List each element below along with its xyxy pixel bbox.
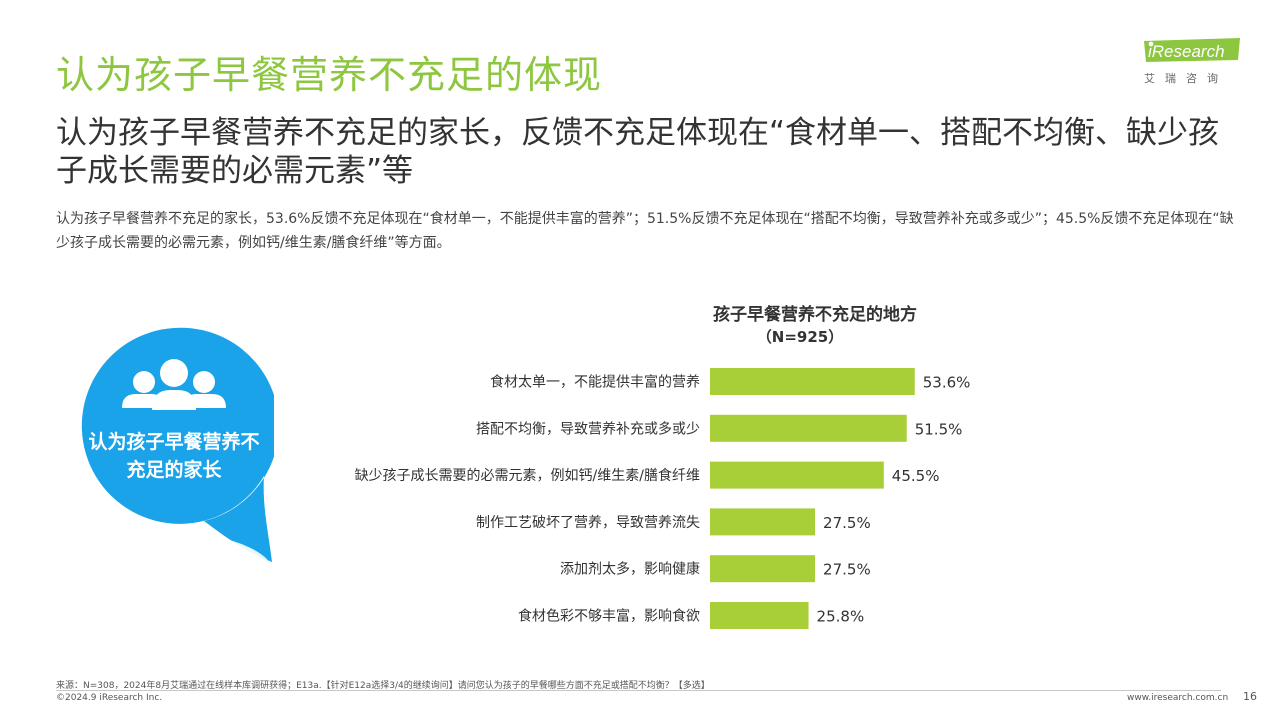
people-group-icon <box>122 359 226 410</box>
badge-label: 认为孩子早餐营养不充足的家长 <box>88 431 260 481</box>
footer-copyright: ©2024.9 iResearch Inc. <box>56 693 163 703</box>
category-label: 制作工艺破坏了营养，导致营养流失 <box>476 515 700 531</box>
parents-badge <box>81 327 274 562</box>
value-label: 51.5% <box>915 420 963 438</box>
value-label: 27.5% <box>823 514 871 532</box>
value-label: 25.8% <box>817 608 865 626</box>
category-label: 添加剂太多，影响健康 <box>560 561 700 578</box>
page-title: 认为孩子早餐营养不充足的体现 <box>56 53 603 97</box>
chart-title: 孩子早餐营养不充足的地方 <box>713 305 917 325</box>
bar <box>710 414 907 442</box>
subtitle: 认为孩子早餐营养不充足的家长，反馈不充足体现在“食材单一、搭配不均衡、缺少孩子成… <box>56 115 1220 189</box>
category-label: 食材太单一，不能提供丰富的营养 <box>490 374 700 391</box>
footer-source: 来源：N=308，2024年8月艾瑞通过在线样本库调研获得；E13a.【针对E1… <box>56 681 710 691</box>
logo-brand: iResearch <box>1148 42 1225 61</box>
category-label: 搭配不均衡，导致营养补充或多或少 <box>476 420 700 437</box>
description: 认为孩子早餐营养不充足的家长，53.6%反馈不充足体现在“食材单一，不能提供丰富… <box>56 211 1234 251</box>
bar <box>710 461 884 489</box>
value-label: 45.5% <box>892 467 940 485</box>
category-label: 缺少孩子成长需要的必需元素，例如钙/维生素/膳食纤维 <box>355 467 700 484</box>
bar <box>710 602 809 629</box>
footer-divider <box>56 690 1221 691</box>
category-label: 食材色彩不够丰富，影响食欲 <box>518 608 700 625</box>
page-number: 16 <box>1243 690 1257 703</box>
footer-url: www.iresearch.com.cn <box>1127 693 1229 703</box>
bar <box>710 508 816 536</box>
logo-cn: 艾瑞咨询 <box>1144 72 1228 85</box>
iresearch-logo: iResearch 艾瑞咨询 <box>1138 32 1250 88</box>
bar <box>710 368 915 395</box>
bar <box>710 555 816 583</box>
iresearch-logo-mark: iResearch <box>1144 38 1240 62</box>
value-label: 27.5% <box>823 561 871 579</box>
chart-sample-size: （N=925） <box>756 328 844 346</box>
value-label: 53.6% <box>923 374 971 392</box>
